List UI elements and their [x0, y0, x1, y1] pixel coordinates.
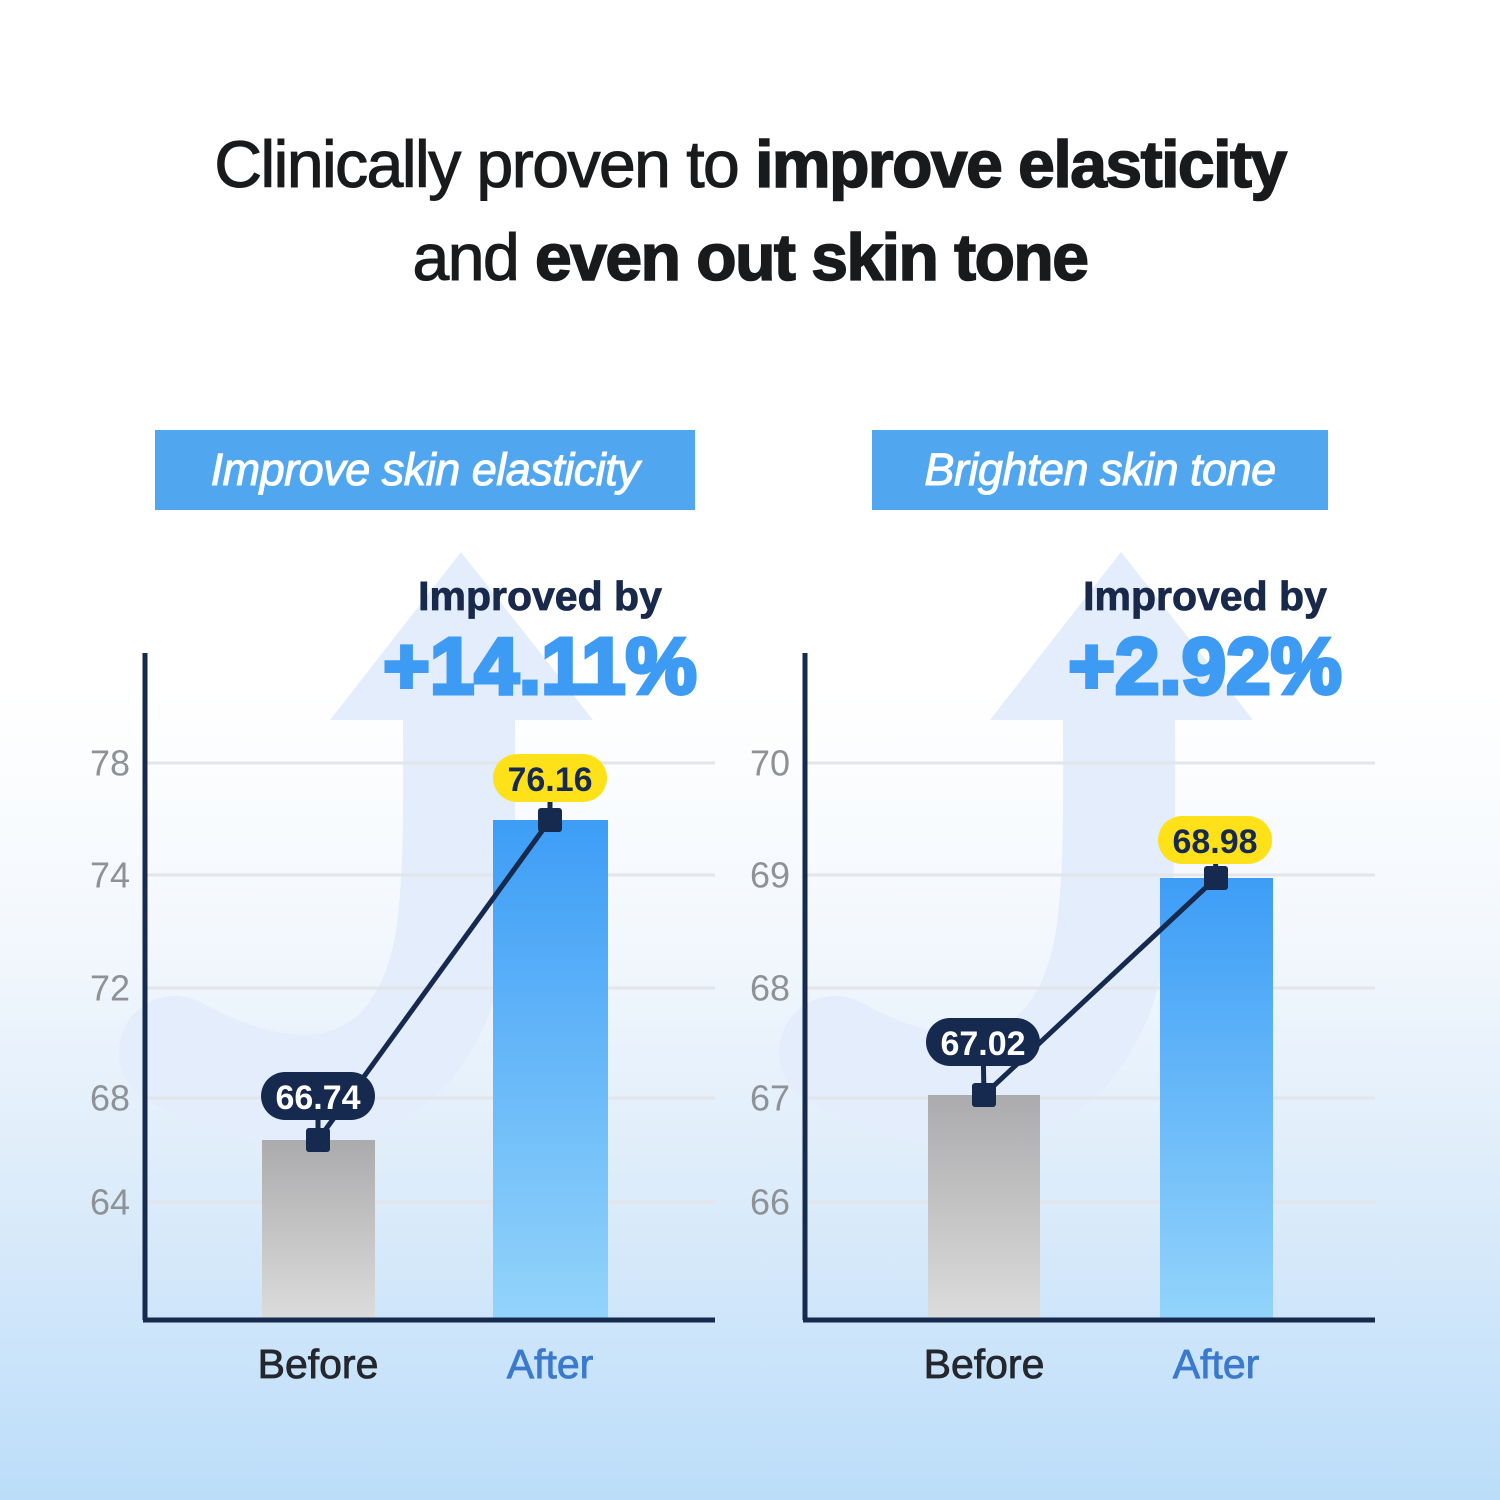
marker-before — [972, 1083, 996, 1107]
y-axis-ticks: 70 69 68 67 66 — [750, 743, 790, 1223]
x-label-after: After — [1173, 1341, 1260, 1387]
bar-before — [262, 1140, 375, 1320]
value-label-after: 76.16 — [507, 761, 592, 799]
value-pill-before: 66.74 — [261, 1072, 375, 1120]
marker-before — [306, 1128, 330, 1152]
badge-label: Improve skin elasticity — [210, 444, 640, 496]
title-segment-bold: improve elasticity — [754, 126, 1288, 202]
improvement-percent: +2.92% — [1068, 622, 1342, 711]
marker-after — [538, 808, 562, 832]
gridlines — [807, 761, 1375, 1204]
skin-tone-chart: 70 69 68 67 66 67.02 68.98 Improved by +… — [750, 552, 1375, 1387]
y-tick-label: 69 — [750, 855, 790, 896]
y-tick-label: 72 — [90, 968, 130, 1009]
bar-before — [928, 1095, 1040, 1320]
value-pill-after: 68.98 — [1158, 816, 1272, 864]
x-label-after: After — [507, 1341, 594, 1387]
value-label-before: 67.02 — [940, 1025, 1025, 1063]
title-segment: and — [412, 219, 536, 294]
y-tick-label: 68 — [90, 1078, 130, 1119]
y-axis-ticks: 78 74 72 68 64 — [90, 743, 130, 1223]
improvement-percent: +14.11% — [383, 622, 697, 711]
x-label-before: Before — [924, 1341, 1045, 1387]
y-tick-label: 68 — [750, 968, 790, 1009]
page-title: Clinically proven to improve elasticity a… — [0, 118, 1500, 304]
y-tick-label: 67 — [750, 1078, 790, 1119]
bar-after — [1160, 878, 1273, 1320]
value-label-before: 66.74 — [275, 1079, 360, 1117]
y-tick-label: 64 — [90, 1182, 130, 1223]
value-label-after: 68.98 — [1172, 823, 1257, 861]
value-pill-before: 67.02 — [926, 1018, 1040, 1066]
growth-arrow-icon — [779, 552, 1253, 1147]
badge-improve-skin-elasticity: Improve skin elasticity — [155, 430, 695, 510]
bar-after — [493, 820, 608, 1320]
improved-by-label: Improved by — [1083, 573, 1327, 619]
marker-after — [1204, 866, 1228, 890]
y-tick-label: 78 — [90, 743, 130, 784]
value-pill-after: 76.16 — [493, 754, 607, 802]
badge-label: Brighten skin tone — [924, 444, 1277, 496]
y-tick-label: 66 — [750, 1182, 790, 1223]
y-tick-label: 74 — [90, 855, 130, 896]
improved-by-label: Improved by — [418, 573, 662, 619]
badge-brighten-skin-tone: Brighten skin tone — [872, 430, 1328, 510]
y-tick-label: 70 — [750, 743, 790, 784]
title-segment-bold: even out skin tone — [534, 219, 1090, 295]
x-label-before: Before — [258, 1341, 379, 1387]
elasticity-chart: 78 74 72 68 64 66.74 76.16 Improved by +… — [90, 552, 715, 1387]
title-segment: Clinically proven to — [214, 126, 756, 201]
